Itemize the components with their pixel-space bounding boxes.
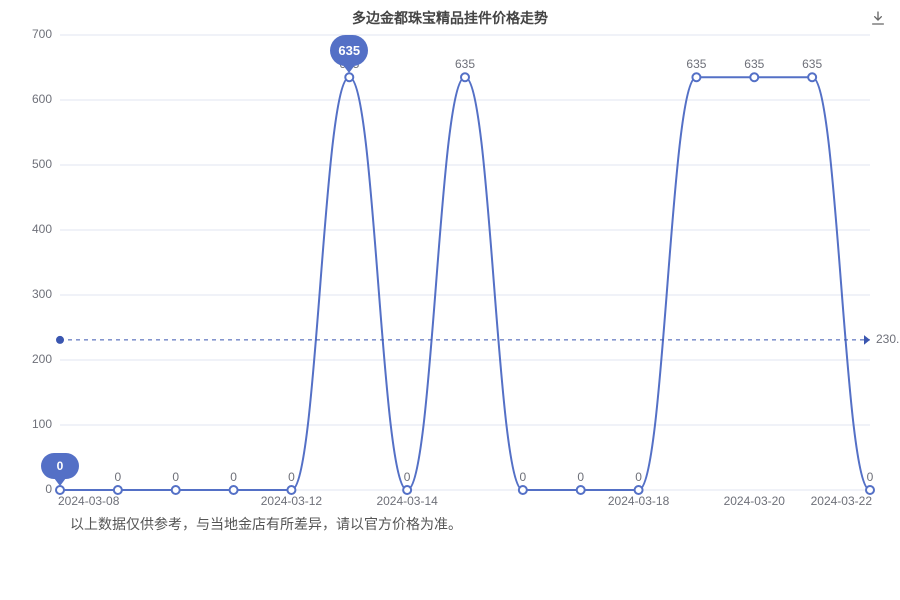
value-label: 635 (455, 57, 475, 71)
x-tick-label: 2024-03-08 (58, 494, 119, 508)
y-tick-label: 200 (32, 352, 52, 366)
value-label: 0 (288, 470, 295, 484)
value-label: 0 (230, 470, 237, 484)
x-tick-label: 2024-03-18 (608, 494, 669, 508)
value-label: 635 (802, 57, 822, 71)
value-label: 0 (172, 470, 179, 484)
value-label: 635 (339, 57, 359, 71)
y-tick-label: 100 (32, 417, 52, 431)
y-tick-label: 300 (32, 287, 52, 301)
value-label: 0 (577, 470, 584, 484)
y-tick-label: 700 (32, 27, 52, 41)
y-tick-label: 600 (32, 92, 52, 106)
value-label: 635 (686, 57, 706, 71)
x-tick-label: 2024-03-14 (376, 494, 437, 508)
value-label: 0 (57, 470, 64, 484)
value-label: 0 (520, 470, 527, 484)
x-tick-label: 2024-03-20 (724, 494, 785, 508)
value-label: 635 (744, 57, 764, 71)
value-label: 0 (867, 470, 874, 484)
x-tick-label: 2024-03-22 (811, 494, 872, 508)
value-label: 0 (115, 470, 122, 484)
value-label: 0 (635, 470, 642, 484)
y-tick-label: 500 (32, 157, 52, 171)
value-label: 0 (404, 470, 411, 484)
x-tick-label: 2024-03-12 (261, 494, 322, 508)
avg-label: 230.9 (876, 332, 900, 346)
y-tick-label: 0 (45, 482, 52, 496)
footer-note: 以上数据仅供参考，与当地金店有所差异，请以官方价格为准。 (70, 514, 462, 534)
price-line-chart (0, 0, 900, 600)
y-tick-label: 400 (32, 222, 52, 236)
